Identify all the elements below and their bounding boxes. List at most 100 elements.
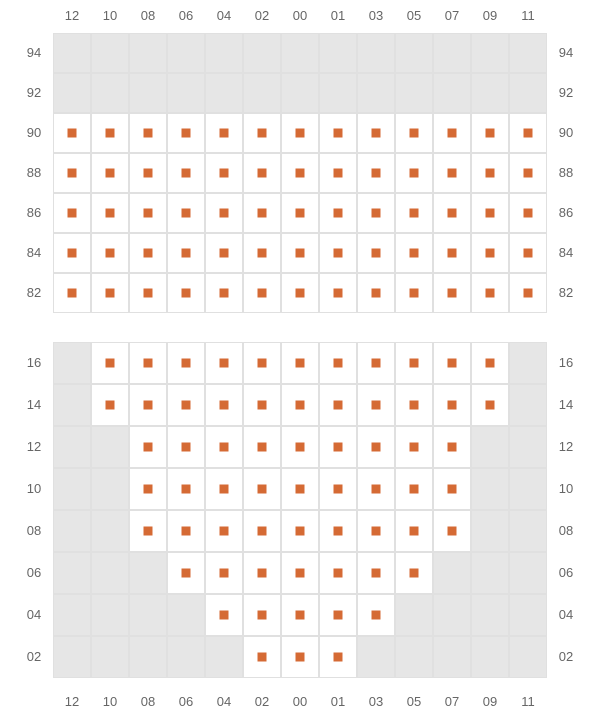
seat-cell[interactable] bbox=[319, 510, 357, 552]
seat-cell[interactable] bbox=[319, 468, 357, 510]
seat-cell[interactable] bbox=[91, 113, 129, 153]
seat-cell[interactable] bbox=[205, 153, 243, 193]
seat-cell[interactable] bbox=[509, 233, 547, 273]
seat-cell[interactable] bbox=[91, 273, 129, 313]
seat-cell[interactable] bbox=[395, 384, 433, 426]
seat-cell[interactable] bbox=[357, 510, 395, 552]
seat-cell[interactable] bbox=[357, 153, 395, 193]
seat-cell[interactable] bbox=[433, 153, 471, 193]
seat-cell[interactable] bbox=[53, 153, 91, 193]
seat-cell[interactable] bbox=[205, 193, 243, 233]
seat-cell[interactable] bbox=[281, 273, 319, 313]
seat-cell[interactable] bbox=[91, 342, 129, 384]
seat-cell[interactable] bbox=[319, 594, 357, 636]
seat-cell[interactable] bbox=[319, 384, 357, 426]
seat-cell[interactable] bbox=[53, 233, 91, 273]
seat-cell[interactable] bbox=[129, 468, 167, 510]
seat-cell[interactable] bbox=[433, 468, 471, 510]
seat-cell[interactable] bbox=[395, 552, 433, 594]
seat-cell[interactable] bbox=[243, 636, 281, 678]
seat-cell[interactable] bbox=[53, 193, 91, 233]
seat-cell[interactable] bbox=[205, 552, 243, 594]
seat-cell[interactable] bbox=[205, 468, 243, 510]
seat-cell[interactable] bbox=[243, 510, 281, 552]
seat-cell[interactable] bbox=[319, 273, 357, 313]
seat-cell[interactable] bbox=[129, 273, 167, 313]
seat-cell[interactable] bbox=[281, 426, 319, 468]
seat-cell[interactable] bbox=[357, 113, 395, 153]
seat-cell[interactable] bbox=[281, 552, 319, 594]
seat-cell[interactable] bbox=[167, 426, 205, 468]
seat-cell[interactable] bbox=[319, 426, 357, 468]
seat-cell[interactable] bbox=[281, 153, 319, 193]
seat-cell[interactable] bbox=[357, 193, 395, 233]
seat-cell[interactable] bbox=[395, 468, 433, 510]
seat-cell[interactable] bbox=[395, 153, 433, 193]
seat-cell[interactable] bbox=[471, 273, 509, 313]
seat-cell[interactable] bbox=[471, 113, 509, 153]
seat-cell[interactable] bbox=[243, 273, 281, 313]
seat-cell[interactable] bbox=[319, 153, 357, 193]
seat-cell[interactable] bbox=[471, 342, 509, 384]
seat-cell[interactable] bbox=[433, 193, 471, 233]
seat-cell[interactable] bbox=[205, 426, 243, 468]
seat-cell[interactable] bbox=[129, 384, 167, 426]
seat-cell[interactable] bbox=[205, 273, 243, 313]
seat-cell[interactable] bbox=[471, 384, 509, 426]
seat-cell[interactable] bbox=[357, 233, 395, 273]
seat-cell[interactable] bbox=[167, 510, 205, 552]
seat-cell[interactable] bbox=[357, 468, 395, 510]
seat-cell[interactable] bbox=[205, 233, 243, 273]
seat-cell[interactable] bbox=[281, 510, 319, 552]
seat-cell[interactable] bbox=[471, 233, 509, 273]
seat-cell[interactable] bbox=[243, 426, 281, 468]
seat-cell[interactable] bbox=[205, 342, 243, 384]
seat-cell[interactable] bbox=[395, 342, 433, 384]
seat-cell[interactable] bbox=[357, 552, 395, 594]
seat-cell[interactable] bbox=[167, 193, 205, 233]
seat-cell[interactable] bbox=[205, 113, 243, 153]
seat-cell[interactable] bbox=[357, 426, 395, 468]
seat-cell[interactable] bbox=[319, 636, 357, 678]
seat-cell[interactable] bbox=[509, 273, 547, 313]
seat-cell[interactable] bbox=[167, 468, 205, 510]
seat-cell[interactable] bbox=[167, 384, 205, 426]
seat-cell[interactable] bbox=[205, 510, 243, 552]
seat-cell[interactable] bbox=[167, 552, 205, 594]
seat-cell[interactable] bbox=[91, 233, 129, 273]
seat-cell[interactable] bbox=[395, 233, 433, 273]
seat-cell[interactable] bbox=[243, 233, 281, 273]
seat-cell[interactable] bbox=[509, 113, 547, 153]
seat-cell[interactable] bbox=[91, 153, 129, 193]
seat-cell[interactable] bbox=[471, 153, 509, 193]
seat-cell[interactable] bbox=[281, 636, 319, 678]
seat-cell[interactable] bbox=[319, 193, 357, 233]
seat-cell[interactable] bbox=[129, 342, 167, 384]
seat-cell[interactable] bbox=[243, 113, 281, 153]
seat-cell[interactable] bbox=[205, 384, 243, 426]
seat-cell[interactable] bbox=[129, 510, 167, 552]
seat-cell[interactable] bbox=[53, 273, 91, 313]
seat-cell[interactable] bbox=[395, 113, 433, 153]
seat-cell[interactable] bbox=[471, 193, 509, 233]
seat-cell[interactable] bbox=[281, 342, 319, 384]
seat-cell[interactable] bbox=[129, 113, 167, 153]
seat-cell[interactable] bbox=[243, 468, 281, 510]
seat-cell[interactable] bbox=[319, 113, 357, 153]
seat-cell[interactable] bbox=[395, 273, 433, 313]
seat-cell[interactable] bbox=[319, 233, 357, 273]
seat-cell[interactable] bbox=[243, 342, 281, 384]
seat-cell[interactable] bbox=[281, 468, 319, 510]
seat-cell[interactable] bbox=[281, 384, 319, 426]
seat-cell[interactable] bbox=[357, 273, 395, 313]
seat-cell[interactable] bbox=[167, 233, 205, 273]
seat-cell[interactable] bbox=[167, 273, 205, 313]
seat-cell[interactable] bbox=[243, 552, 281, 594]
seat-cell[interactable] bbox=[433, 273, 471, 313]
seat-cell[interactable] bbox=[205, 594, 243, 636]
seat-cell[interactable] bbox=[433, 426, 471, 468]
seat-cell[interactable] bbox=[167, 113, 205, 153]
seat-cell[interactable] bbox=[395, 426, 433, 468]
seat-cell[interactable] bbox=[395, 193, 433, 233]
seat-cell[interactable] bbox=[357, 384, 395, 426]
